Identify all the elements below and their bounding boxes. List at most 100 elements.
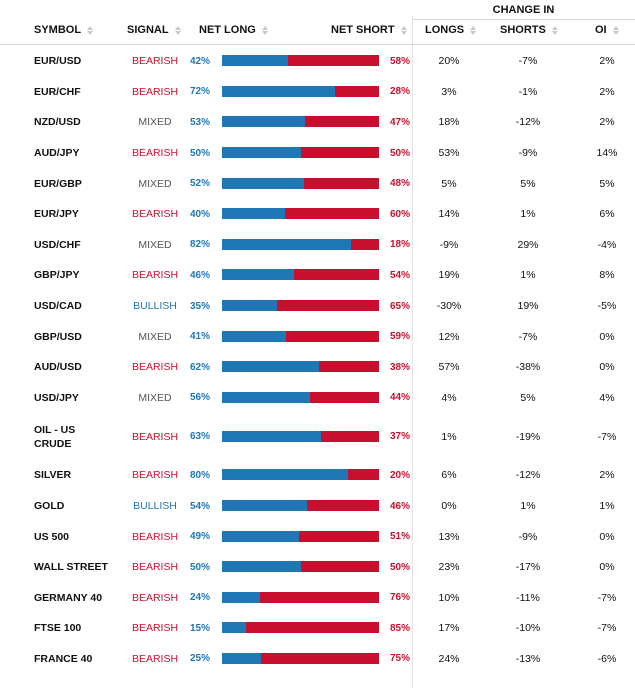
table-row[interactable]: USD/CHF MIXED 82% 18% -9% 29% -4% <box>0 230 635 261</box>
longs-change-cell: 18% <box>438 116 460 129</box>
sort-icon[interactable] <box>400 25 407 35</box>
sentiment-bar <box>222 391 379 403</box>
table-row[interactable]: EUR/JPY BEARISH 40% 60% 14% 1% 6% <box>0 199 635 230</box>
net-long-bar <box>222 300 277 312</box>
column-divider <box>412 16 413 688</box>
symbol-cell[interactable]: AUD/JPY <box>34 147 80 160</box>
net-short-value: 51% <box>390 531 411 543</box>
net-short-column-header[interactable]: NET SHORT <box>331 24 407 36</box>
net-long-bar <box>222 177 304 189</box>
table-row[interactable]: FTSE 100 BEARISH 15% 85% 17% -10% -7% <box>0 613 635 644</box>
sentiment-bar <box>222 500 379 512</box>
table-row[interactable]: USD/JPY MIXED 56% 44% 4% 5% 4% <box>0 383 635 414</box>
oi-change-cell: -7% <box>597 591 617 604</box>
shorts-change-cell: -9% <box>518 530 538 543</box>
symbol-cell[interactable]: WALL STREET <box>34 561 108 574</box>
shorts-change-cell: 19% <box>517 300 539 313</box>
oi-change-cell: 8% <box>599 269 615 282</box>
net-short-bar <box>298 530 379 542</box>
net-short-bar <box>294 269 379 281</box>
table-row[interactable]: NZD/USD MIXED 53% 47% 18% -12% 2% <box>0 107 635 138</box>
sort-icon[interactable] <box>612 25 619 35</box>
longs-header-label: LONGS <box>425 24 465 36</box>
symbol-cell[interactable]: OIL - US CRUDE <box>34 423 76 450</box>
shorts-change-cell: -1% <box>518 85 538 98</box>
net-short-bar <box>286 330 379 342</box>
symbol-cell[interactable]: SILVER <box>34 469 72 482</box>
table-row[interactable]: GERMANY 40 BEARISH 24% 76% 10% -11% -7% <box>0 583 635 614</box>
symbol-cell[interactable]: AUD/USD <box>34 361 82 374</box>
net-long-value: 50% <box>190 561 211 573</box>
oi-change-cell: 0% <box>599 330 615 343</box>
shorts-header-label: SHORTS <box>500 24 546 36</box>
oi-change-cell: -7% <box>597 430 617 443</box>
symbol-cell[interactable]: US 500 <box>34 530 70 543</box>
shorts-change-cell: -13% <box>515 652 541 665</box>
table-row[interactable]: AUD/JPY BEARISH 50% 50% 53% -9% 14% <box>0 138 635 169</box>
sentiment-bar <box>222 469 379 481</box>
symbol-cell[interactable]: GBP/USD <box>34 330 82 343</box>
oi-change-cell: -6% <box>597 652 617 665</box>
net-long-value: 72% <box>190 86 211 98</box>
oi-change-cell: 2% <box>599 85 615 98</box>
sort-icon[interactable] <box>551 25 558 35</box>
table-row[interactable]: USD/CAD BULLISH 35% 65% -30% 19% -5% <box>0 291 635 322</box>
symbol-cell[interactable]: EUR/GBP <box>34 177 82 190</box>
symbol-cell[interactable]: EUR/JPY <box>34 208 79 221</box>
symbol-cell[interactable]: NZD/USD <box>34 116 81 129</box>
shorts-change-cell: 5% <box>520 177 536 190</box>
signal-cell: BEARISH <box>131 147 179 160</box>
sort-icon[interactable] <box>174 25 181 35</box>
table-row[interactable]: EUR/USD BEARISH 42% 58% 20% -7% 2% <box>0 46 635 77</box>
net-short-value: 44% <box>390 392 411 404</box>
oi-column-header[interactable]: OI <box>595 24 619 36</box>
net-long-bar <box>222 208 285 220</box>
table-row[interactable]: WALL STREET BEARISH 50% 50% 23% -17% 0% <box>0 552 635 583</box>
table-row[interactable]: GBP/JPY BEARISH 46% 54% 19% 1% 8% <box>0 260 635 291</box>
net-long-value: 15% <box>190 622 211 634</box>
symbol-cell[interactable]: USD/CAD <box>34 300 82 313</box>
table-row[interactable]: AUD/USD BEARISH 62% 38% 57% -38% 0% <box>0 352 635 383</box>
oi-header-label: OI <box>595 24 607 36</box>
table-row[interactable]: GOLD BULLISH 54% 46% 0% 1% 1% <box>0 491 635 522</box>
longs-change-cell: 4% <box>441 391 457 404</box>
net-long-column-header[interactable]: NET LONG <box>199 24 268 36</box>
longs-change-cell: 13% <box>438 530 460 543</box>
longs-column-header[interactable]: LONGS <box>425 24 477 36</box>
table-row[interactable]: EUR/CHF BEARISH 72% 28% 3% -1% 2% <box>0 77 635 108</box>
longs-change-cell: 0% <box>441 500 457 513</box>
symbol-cell[interactable]: USD/CHF <box>34 238 81 251</box>
table-row[interactable]: SILVER BEARISH 80% 20% 6% -12% 2% <box>0 460 635 491</box>
shorts-column-header[interactable]: SHORTS <box>500 24 558 36</box>
symbol-cell[interactable]: GERMANY 40 <box>34 591 103 604</box>
sort-icon[interactable] <box>261 25 268 35</box>
shorts-change-cell: -17% <box>515 561 541 574</box>
table-row[interactable]: US 500 BEARISH 49% 51% 13% -9% 0% <box>0 521 635 552</box>
symbol-cell[interactable]: EUR/CHF <box>34 85 81 98</box>
symbol-cell[interactable]: EUR/USD <box>34 55 82 68</box>
net-long-value: 63% <box>190 431 211 443</box>
sentiment-bar <box>222 652 379 664</box>
table-header: SYMBOL SIGNAL NET LONG NET SHORT LONGS S… <box>0 20 635 45</box>
signal-column-header[interactable]: SIGNAL <box>127 24 181 36</box>
symbol-cell[interactable]: GOLD <box>34 500 65 513</box>
longs-change-cell: 1% <box>441 430 457 443</box>
signal-cell: BEARISH <box>131 430 179 443</box>
sort-icon[interactable] <box>87 25 94 35</box>
symbol-cell[interactable]: FRANCE 40 <box>34 652 93 665</box>
net-long-value: 35% <box>190 300 211 312</box>
signal-cell: BULLISH <box>133 500 177 513</box>
table-row[interactable]: GBP/USD MIXED 41% 59% 12% -7% 0% <box>0 321 635 352</box>
sort-icon[interactable] <box>470 25 477 35</box>
net-long-bar <box>222 116 306 128</box>
symbol-cell[interactable]: GBP/JPY <box>34 269 80 282</box>
symbol-column-header[interactable]: SYMBOL <box>34 24 94 36</box>
symbol-cell[interactable]: USD/JPY <box>34 391 79 404</box>
table-row[interactable]: EUR/GBP MIXED 52% 48% 5% 5% 5% <box>0 168 635 199</box>
table-row[interactable]: OIL - US CRUDE BEARISH 63% 37% 1% -19% -7% <box>0 413 635 460</box>
oi-change-cell: -7% <box>597 622 617 635</box>
net-short-value: 50% <box>390 561 411 573</box>
symbol-cell[interactable]: FTSE 100 <box>34 622 82 635</box>
signal-cell: BEARISH <box>131 622 179 635</box>
table-row[interactable]: FRANCE 40 BEARISH 25% 75% 24% -13% -6% <box>0 644 635 675</box>
